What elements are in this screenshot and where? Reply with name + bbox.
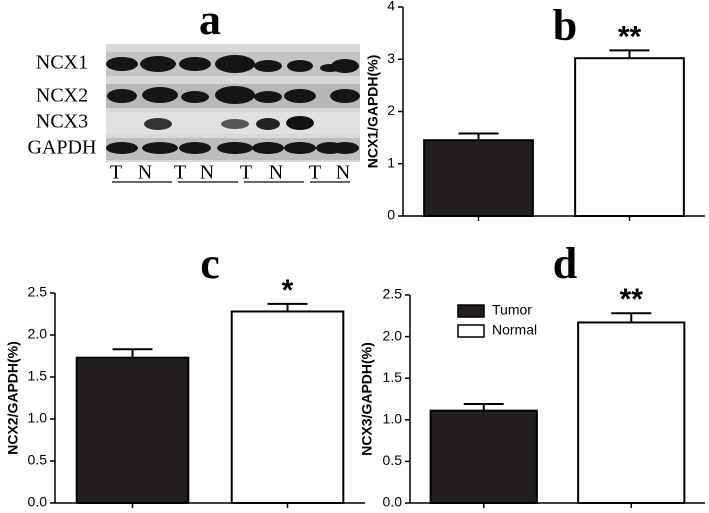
significance-mark: **	[618, 20, 642, 53]
bar	[423, 139, 534, 217]
row-label: GAPDH	[28, 137, 97, 159]
y-tick-label: 2	[387, 102, 395, 118]
y-tick-label: 0	[387, 207, 395, 223]
bar	[75, 356, 190, 504]
legend-label: Tumor	[492, 302, 532, 318]
panel-label: d	[553, 239, 577, 288]
legend-swatch	[457, 304, 485, 318]
y-tick-label: 2.5	[383, 286, 403, 302]
legend-label: Normal	[492, 322, 537, 338]
y-tick-label: 3	[387, 50, 395, 66]
y-tick-label: 2.0	[383, 327, 403, 343]
y-tick-label: 4	[387, 0, 395, 14]
lane-label: T	[174, 162, 186, 184]
significance-mark: **	[620, 283, 644, 316]
lane-label: T	[309, 162, 321, 184]
lane-label: N	[336, 162, 350, 184]
y-axis-label: NCX3/GAPDH(%)	[359, 342, 375, 456]
blot-image	[106, 44, 360, 183]
y-axis-label: NCX1/GAPDH(%)	[365, 55, 381, 169]
row-label: NCX2	[36, 85, 88, 107]
y-tick-label: 1.0	[383, 411, 403, 427]
y-tick-label: 1.5	[383, 369, 403, 385]
panel-label: b	[553, 1, 577, 50]
bar	[574, 57, 685, 217]
y-axis-label: NCX2/GAPDH(%)	[5, 341, 21, 455]
y-tick-label: 0.0	[383, 494, 403, 510]
legend-swatch	[457, 324, 485, 338]
lane-label: N	[138, 162, 152, 184]
lane-label: N	[269, 162, 283, 184]
bar	[429, 409, 538, 505]
panel-label: c	[200, 239, 220, 288]
y-tick-label: 0.5	[28, 452, 48, 468]
lane-label: T	[110, 162, 122, 184]
y-tick-label: 0.0	[28, 494, 48, 510]
y-tick-label: 1.5	[28, 368, 48, 384]
row-label: NCX3	[36, 111, 88, 133]
y-tick-label: 1.0	[28, 410, 48, 426]
y-tick-label: 2.5	[28, 284, 48, 300]
significance-mark: *	[282, 274, 294, 307]
bar	[577, 321, 686, 504]
y-tick-label: 2.0	[28, 326, 48, 342]
lane-label: T	[240, 162, 252, 184]
y-tick-label: 0.5	[383, 452, 403, 468]
y-tick-label: 1	[387, 154, 395, 170]
bar	[230, 310, 345, 505]
lane-label: N	[200, 162, 214, 184]
row-label: NCX1	[36, 52, 88, 74]
panel-label: a	[199, 0, 221, 44]
